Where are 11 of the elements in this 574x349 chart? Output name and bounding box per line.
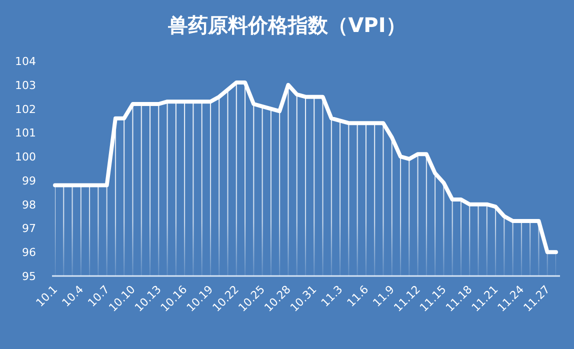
y-tick-label: 100 xyxy=(15,150,36,164)
y-tick-label: 97 xyxy=(22,222,36,236)
y-tick-label: 103 xyxy=(15,78,36,92)
y-tick-label: 96 xyxy=(22,246,36,260)
y-tick-label: 102 xyxy=(15,102,36,116)
y-tick-label: 104 xyxy=(15,55,36,68)
y-tick-label: 95 xyxy=(22,270,36,283)
y-tick-label: 98 xyxy=(22,198,36,212)
y-tick-label: 99 xyxy=(22,174,36,188)
y-tick-label: 101 xyxy=(15,126,36,140)
chart-title: 兽药原料价格指数（VPI） xyxy=(167,13,406,37)
